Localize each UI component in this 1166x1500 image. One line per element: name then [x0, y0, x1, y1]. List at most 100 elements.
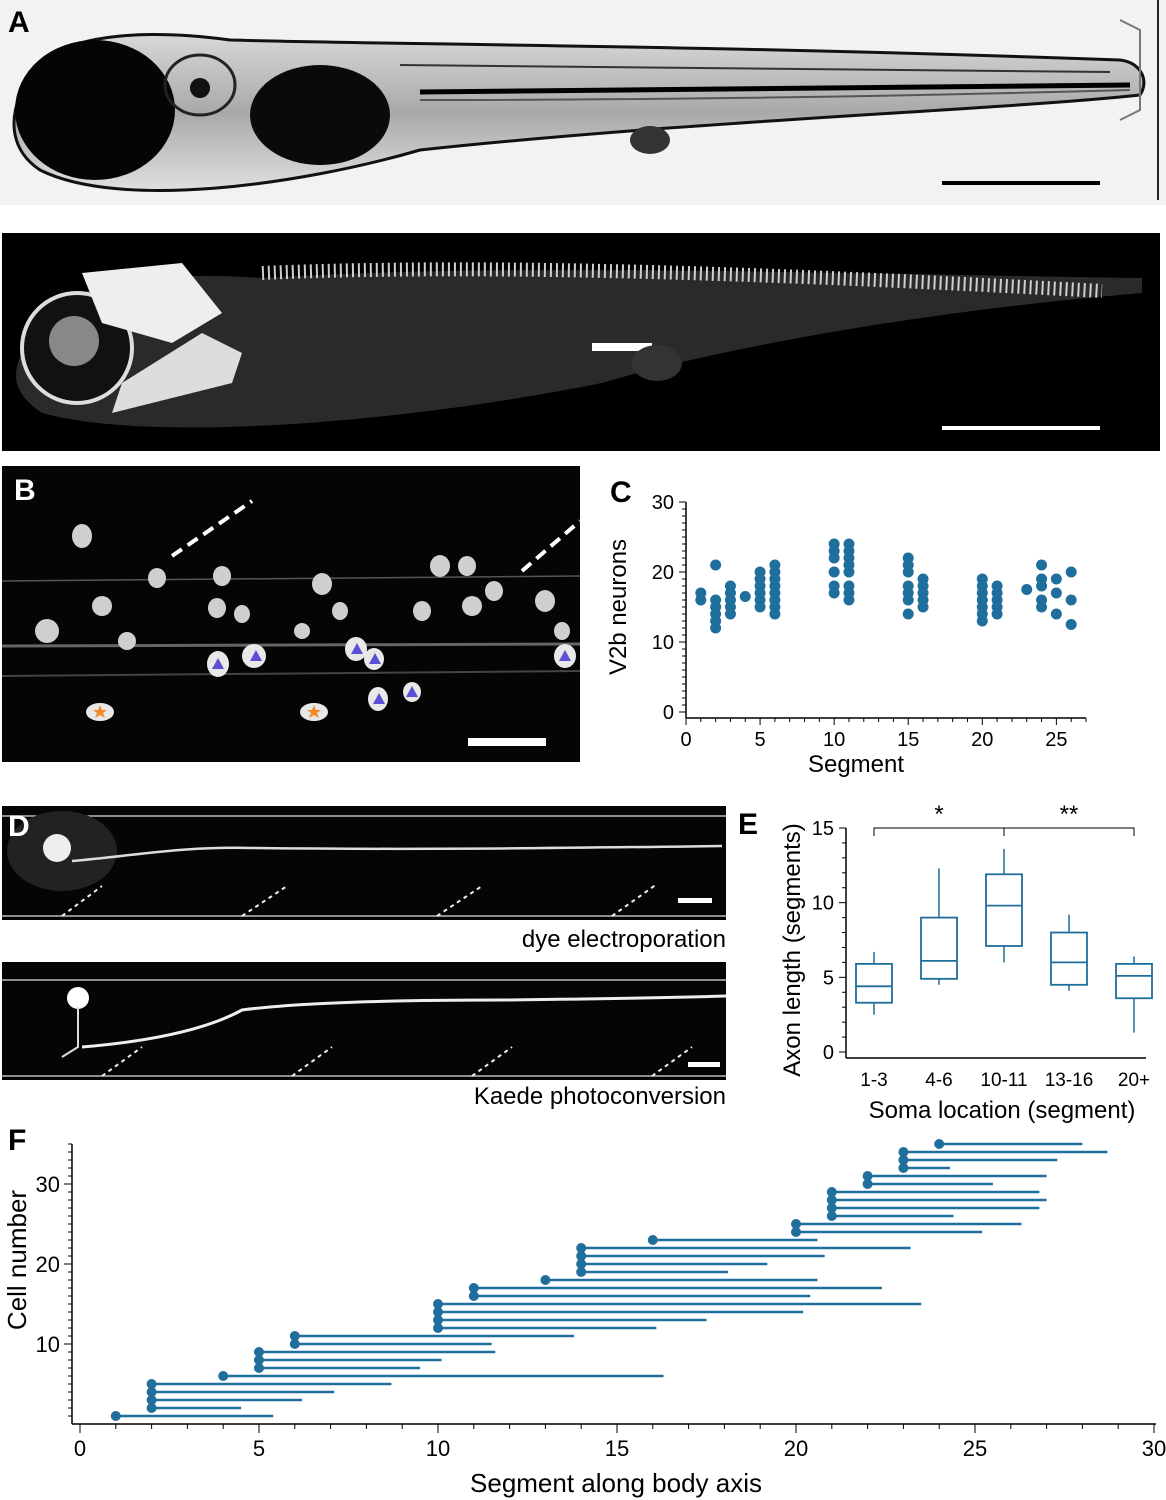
panel-d-dye-drawing — [2, 811, 726, 917]
e-significance-label: ** — [1060, 801, 1079, 828]
f-soma-point — [254, 1355, 264, 1365]
f-soma-point — [826, 1203, 837, 1213]
c-data-point — [1065, 594, 1077, 606]
f-y-tick-label: 20 — [36, 1252, 60, 1277]
c-data-point — [1050, 608, 1062, 620]
f-soma-point — [433, 1323, 443, 1333]
c-data-point — [976, 615, 988, 627]
e-x-tick-label: 13-16 — [1045, 1070, 1094, 1091]
panel-letter-d: D — [8, 810, 30, 843]
panel-a-fluorescence-image — [2, 233, 1160, 451]
f-y-tick-label: 10 — [36, 1332, 60, 1357]
panel-letter-f: F — [8, 1124, 27, 1157]
f-soma-point — [576, 1243, 587, 1253]
f-soma-point — [826, 1187, 837, 1197]
f-soma-point — [289, 1331, 300, 1341]
c-data-point — [739, 591, 751, 602]
e-y-tick-label: 5 — [823, 967, 834, 989]
chart-e-boxplot: 0 5 10 15 1-3 4-6 10-11 13-16 20+ Soma location (… — [779, 801, 1153, 1124]
c-data-point — [769, 608, 781, 620]
f-soma-point — [576, 1267, 587, 1277]
c-y-tick-label: 30 — [652, 492, 674, 514]
c-x-axis-label: Segment — [808, 751, 904, 778]
chart-c-scatter: 0 10 20 30 0 5 10 15 20 25 Segment V2b neurons — [605, 492, 1087, 778]
c-data-point — [902, 608, 914, 620]
c-y-axis-label: V2b neurons — [605, 539, 632, 675]
f-x-tick-label: 5 — [253, 1436, 265, 1461]
f-x-tick-label: 10 — [426, 1436, 450, 1461]
f-soma-point — [254, 1363, 264, 1373]
e-x-axis-label: Soma location (segment) — [869, 1097, 1136, 1124]
scale-bar-a-top — [942, 181, 1100, 185]
f-soma-point — [934, 1139, 945, 1149]
e-significance-bracket — [873, 827, 1005, 836]
f-soma-point — [468, 1291, 479, 1301]
f-soma-point — [146, 1387, 157, 1397]
f-soma-point — [791, 1219, 801, 1229]
panel-d-kaede-drawing — [2, 979, 726, 1077]
c-data-point — [917, 601, 929, 613]
e-y-axis-label: Axon length (segments) — [779, 823, 806, 1076]
c-data-point — [991, 608, 1003, 620]
e-x-tick-label: 4-6 — [925, 1070, 952, 1091]
c-data-point — [1065, 566, 1077, 578]
f-soma-point — [218, 1371, 229, 1381]
f-soma-point — [647, 1235, 658, 1245]
f-soma-point — [898, 1163, 909, 1173]
f-soma-point — [468, 1283, 479, 1293]
f-x-tick-label: 30 — [1142, 1436, 1166, 1461]
panel-letter-a: A — [8, 6, 30, 39]
panel-letter-e: E — [738, 808, 759, 841]
f-soma-point — [540, 1275, 551, 1285]
c-data-point — [1050, 587, 1062, 599]
f-soma-point — [433, 1307, 443, 1317]
c-x-tick-label: 20 — [971, 729, 993, 751]
f-y-axis-label: Cell number — [2, 1190, 32, 1331]
c-data-point — [902, 566, 914, 578]
c-data-point — [902, 594, 914, 606]
f-soma-point — [576, 1259, 587, 1269]
panel-d-kaede-micrograph — [2, 962, 726, 1080]
c-x-tick-label: 25 — [1045, 729, 1067, 751]
f-soma-point — [791, 1227, 801, 1237]
c-data-point — [1036, 580, 1048, 592]
c-data-point — [843, 594, 855, 606]
f-soma-point — [146, 1379, 157, 1389]
e-box — [855, 962, 893, 1004]
c-data-point — [1021, 584, 1033, 595]
panel-b-cells-drawing — [2, 499, 580, 746]
f-soma-point — [862, 1171, 873, 1181]
e-y-tick-label: 0 — [823, 1042, 834, 1064]
e-box — [1115, 962, 1153, 1000]
f-soma-point — [110, 1411, 121, 1421]
f-soma-point — [146, 1403, 157, 1413]
panel-letter-c: C — [610, 476, 632, 509]
e-x-tick-label: 20+ — [1118, 1070, 1150, 1091]
c-data-point — [1050, 573, 1062, 585]
chart-f-range: 10 20 30 0 5 10 15 20 25 30 Segment along body axi… — [2, 1139, 1166, 1498]
c-data-point — [695, 594, 707, 606]
panel-letter-b: B — [14, 474, 36, 507]
c-data-point — [843, 566, 855, 578]
caption-kaede-photoconversion: Kaede photoconversion — [473, 1083, 726, 1110]
larva-fluorescence-drawing — [16, 262, 1142, 428]
f-x-tick-label: 15 — [605, 1436, 629, 1461]
panel-b-micrograph — [2, 466, 580, 762]
f-soma-point — [826, 1211, 837, 1221]
f-soma-point — [146, 1395, 157, 1405]
f-soma-point — [433, 1315, 443, 1325]
f-y-tick-label: 30 — [36, 1172, 60, 1197]
c-data-point — [724, 608, 736, 620]
e-box — [1050, 931, 1088, 986]
f-soma-point — [576, 1251, 587, 1261]
f-x-tick-label: 0 — [74, 1436, 86, 1461]
f-soma-point — [433, 1299, 443, 1309]
e-x-tick-label: 1-3 — [860, 1070, 887, 1091]
c-data-point — [754, 601, 766, 613]
c-x-tick-label: 5 — [755, 729, 766, 751]
c-data-point — [710, 559, 722, 571]
f-x-tick-label: 25 — [963, 1436, 987, 1461]
e-y-tick-label: 15 — [812, 818, 834, 840]
e-significance-label: * — [934, 801, 943, 828]
c-data-point — [828, 566, 840, 578]
